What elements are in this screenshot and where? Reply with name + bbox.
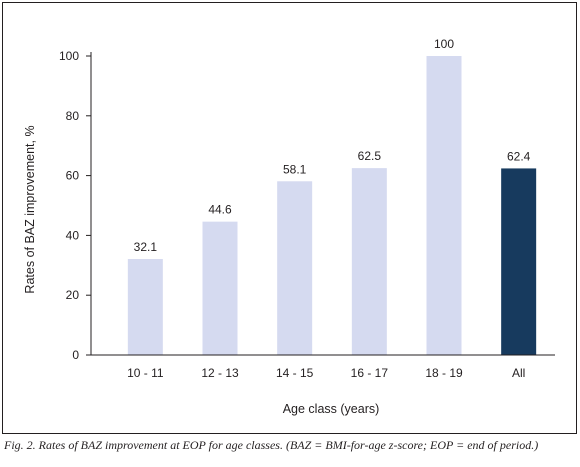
bar-value-label: 62.5 xyxy=(358,149,382,163)
bars xyxy=(127,56,537,355)
y-tick-label: 100 xyxy=(59,49,79,63)
x-tick-label: 14 - 15 xyxy=(276,366,314,380)
bar-14-15 xyxy=(277,181,313,355)
x-axis-ticks: 10 - 11 12 - 13 14 - 15 16 - 17 18 - 19 All xyxy=(127,366,525,380)
bar-chart: 0 20 40 60 80 100 32.1 44.6 58.1 62.5 100 62.4 10 … xyxy=(23,37,555,416)
x-tick-label: 16 - 17 xyxy=(351,366,389,380)
bar-16-17 xyxy=(351,168,387,355)
bar-All xyxy=(501,168,537,355)
figure-caption: Fig. 2. Rates of BAZ improvement at EOP … xyxy=(4,438,539,452)
x-tick-label: 12 - 13 xyxy=(201,366,239,380)
bar-10-11 xyxy=(127,259,163,355)
x-tick-label: 10 - 11 xyxy=(127,366,164,380)
y-tick-label: 40 xyxy=(66,228,80,242)
bar-12-13 xyxy=(202,221,238,355)
y-tick-label: 80 xyxy=(66,109,80,123)
bar-value-label: 58.1 xyxy=(283,162,307,176)
x-tick-label: 18 - 19 xyxy=(425,366,463,380)
bar-18-19 xyxy=(426,56,462,355)
chart-frame xyxy=(2,2,577,434)
bar-value-label: 32.1 xyxy=(134,240,158,254)
y-tick-label: 60 xyxy=(66,169,80,183)
value-labels: 32.1 44.6 58.1 62.5 100 62.4 xyxy=(134,37,531,254)
bar-value-label: 62.4 xyxy=(507,149,531,163)
bar-value-label: 100 xyxy=(434,37,454,51)
y-tick-label: 20 xyxy=(66,288,80,302)
y-tick-label: 0 xyxy=(72,348,79,362)
bar-value-label: 44.6 xyxy=(208,203,232,217)
x-tick-label: All xyxy=(512,366,525,380)
x-axis-label: Age class (years) xyxy=(283,402,380,416)
y-axis-label: Rates of BAZ improvement, % xyxy=(23,125,37,293)
y-axis-ticks: 0 20 40 60 80 100 xyxy=(59,49,91,362)
